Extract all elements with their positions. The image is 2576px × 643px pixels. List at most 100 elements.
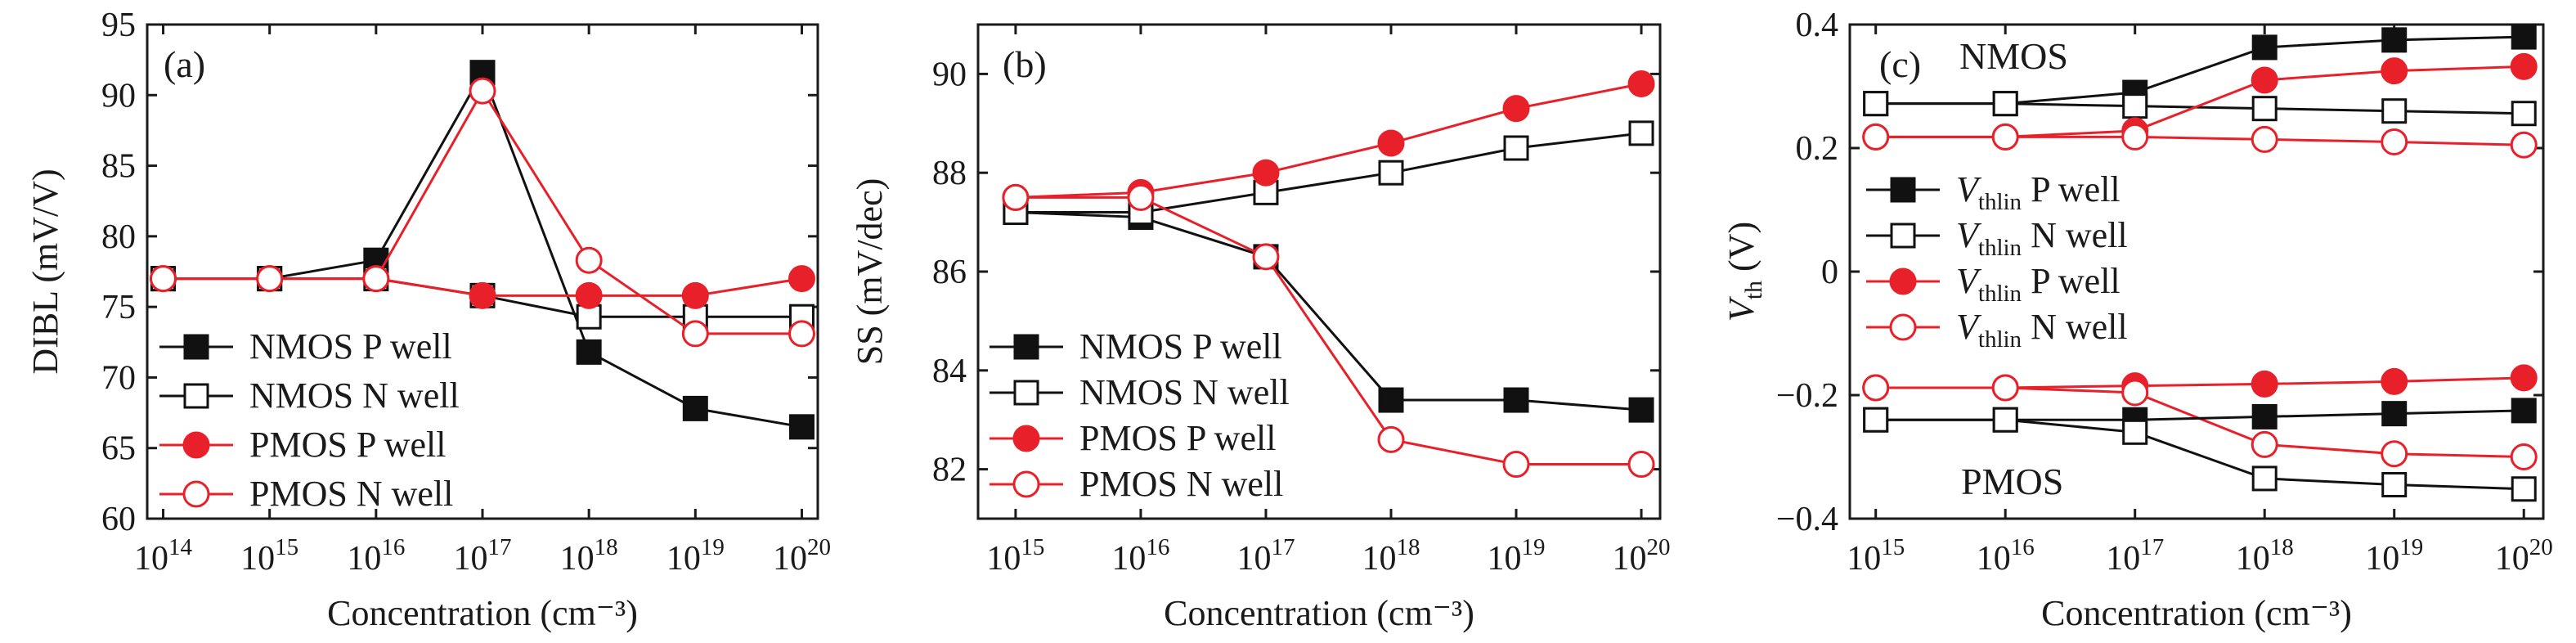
series-2 <box>1003 120 1654 226</box>
series-line <box>1875 386 2524 458</box>
data-point <box>2381 128 2408 155</box>
x-tick-label: 1019 <box>666 534 725 578</box>
data-point <box>2381 401 2408 427</box>
legend-marker <box>1012 425 1040 452</box>
y-tick-label: 86 <box>932 254 967 291</box>
x-tick-label: 1018 <box>1362 534 1420 578</box>
series-2 <box>1863 91 2537 127</box>
series-line <box>1015 132 1642 214</box>
legend-label: PMOS P well <box>1079 418 1276 458</box>
x-tick-label: 1019 <box>1488 534 1546 578</box>
legend-label: NMOS N well <box>1079 372 1290 412</box>
legend: NMOS P well NMOS N well PMOS P well PMOS N … <box>990 326 1290 504</box>
data-point <box>2510 52 2538 80</box>
data-point <box>2381 27 2408 53</box>
y-axis-label: DIBL (mV/V) <box>25 169 65 374</box>
data-point <box>788 414 815 440</box>
data-point <box>1628 120 1654 146</box>
x-tick-label: 1019 <box>2365 534 2423 578</box>
legend-label: PMOS P well <box>249 425 446 465</box>
x-tick-label: 1015 <box>1847 534 1905 578</box>
x-tick-label: 1017 <box>2106 534 2164 578</box>
y-tick-label: 60 <box>101 501 136 538</box>
data-point <box>1627 451 1655 479</box>
legend-label: Vthlin N well <box>1956 215 2128 261</box>
series-line <box>1875 376 2524 389</box>
x-tick-label: 1015 <box>240 534 298 578</box>
legend-marker <box>1013 334 1039 360</box>
legend-label: NMOS P well <box>1079 326 1282 366</box>
panel-label: (b) <box>1003 43 1047 85</box>
legend-marker <box>1012 470 1040 498</box>
x-axis-label: Concentration (cm⁻³) <box>2041 593 2352 633</box>
data-point <box>1992 91 2018 117</box>
data-point <box>2251 125 2278 153</box>
data-point <box>1252 159 1280 187</box>
series-line <box>1015 196 1642 466</box>
data-point <box>575 246 603 274</box>
data-point <box>1863 91 1889 117</box>
data-point <box>2121 123 2149 151</box>
annotation-pmos: PMOS <box>1961 461 2063 502</box>
series-6 <box>1862 374 2538 470</box>
panel-label: (c) <box>1879 43 1921 85</box>
data-point <box>1377 129 1405 157</box>
data-point <box>1862 123 1890 151</box>
y-axis-label: Vth (V) <box>1721 222 1767 322</box>
series-4 <box>1862 123 2538 159</box>
legend-marker <box>183 383 209 409</box>
data-point <box>2251 403 2278 429</box>
data-point <box>362 265 390 293</box>
data-point <box>2122 419 2148 445</box>
y-tick-label: 82 <box>932 452 967 489</box>
y-tick-label: 0 <box>1821 254 1838 291</box>
series-line <box>1875 409 2524 421</box>
data-point <box>2381 57 2408 85</box>
data-point <box>1377 425 1405 453</box>
data-point <box>682 395 708 421</box>
x-axis-label: Concentration (cm⁻³) <box>1164 593 1474 633</box>
x-tick-label: 1018 <box>2236 534 2294 578</box>
series-5 <box>1862 364 2538 402</box>
x-tick-label: 1020 <box>773 534 831 578</box>
data-point <box>1991 123 2019 151</box>
panel-label: (a) <box>164 43 205 85</box>
y-tick-label: 90 <box>932 56 967 93</box>
series-line <box>1015 211 1642 411</box>
legend-label: NMOS P well <box>249 326 452 366</box>
data-point <box>2510 131 2538 159</box>
chart-panel-b: 82 84 86 88 90 1015 1016 1017 1018 1019 1020 Concen… <box>850 23 1671 633</box>
x-tick-label: 1020 <box>1613 534 1671 578</box>
chart-panel-c: −0.4 −0.2 0 0.2 0.4 1015 1016 1017 1018 1019 1020 C… <box>1721 7 2553 633</box>
x-tick-label: 1016 <box>1111 534 1169 578</box>
x-tick-label: 1017 <box>454 534 512 578</box>
data-point <box>2381 367 2408 395</box>
data-point <box>1127 183 1155 211</box>
data-point <box>1992 407 2018 433</box>
legend-label: PMOS N well <box>249 474 453 514</box>
series-line <box>1875 135 2524 146</box>
data-point <box>1862 374 1890 402</box>
data-point <box>788 320 815 348</box>
data-point <box>2381 440 2408 468</box>
legend-marker <box>1013 380 1039 406</box>
series-line <box>1875 102 2524 115</box>
legend-label: Vthlin N well <box>1956 307 2128 353</box>
y-axis-label: SS (mV/dec) <box>850 178 890 366</box>
data-point <box>1252 243 1280 271</box>
data-point <box>2251 66 2278 94</box>
data-point <box>2381 471 2408 497</box>
series-line <box>1015 83 1642 199</box>
data-point <box>2251 96 2278 122</box>
data-point <box>1378 160 1404 186</box>
series-line <box>1875 418 2524 491</box>
series-3 <box>150 265 815 309</box>
legend-marker <box>1890 223 1916 249</box>
data-point <box>1503 387 1529 413</box>
data-point <box>681 281 709 309</box>
legend-marker <box>1889 268 1917 295</box>
data-point <box>256 265 284 293</box>
annotation-nmos: NMOS <box>1959 35 2068 77</box>
data-point <box>2122 93 2148 119</box>
legend-marker <box>1890 177 1916 203</box>
